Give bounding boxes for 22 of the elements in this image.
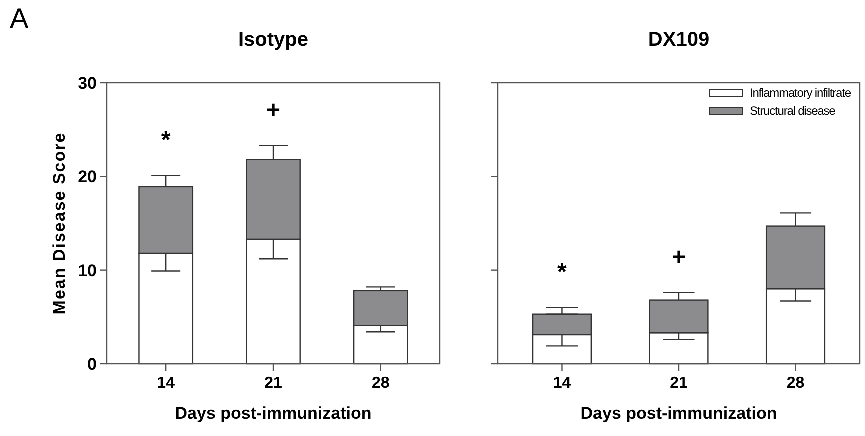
legend-label: Inflammatory infiltrate [750, 86, 852, 100]
annotation: * [558, 259, 568, 286]
y-axis-title: Mean Disease Score [50, 132, 69, 315]
x-tick-label: 14 [157, 375, 176, 392]
x-tick-label: 28 [786, 375, 805, 392]
x-tick-label: 21 [264, 375, 282, 392]
annotation: * [161, 127, 172, 154]
annotation: + [672, 244, 686, 272]
chart-title: DX109 [648, 29, 710, 51]
y-tick-label: 10 [78, 261, 97, 280]
y-tick-label: 20 [78, 168, 97, 187]
x-axis-title: Days post-immunization [175, 404, 372, 423]
legend-label: Structural disease [750, 104, 836, 118]
chart-title: Isotype [238, 29, 309, 51]
y-tick-label: 30 [78, 74, 97, 93]
x-tick-label: 21 [670, 375, 688, 392]
text: A [10, 3, 29, 34]
x-tick-label: 14 [553, 375, 572, 392]
x-axis-title: Days post-immunization [580, 404, 778, 423]
x-tick-label: 28 [372, 375, 390, 392]
annotation: + [266, 97, 281, 124]
y-tick-label: 0 [88, 354, 97, 374]
